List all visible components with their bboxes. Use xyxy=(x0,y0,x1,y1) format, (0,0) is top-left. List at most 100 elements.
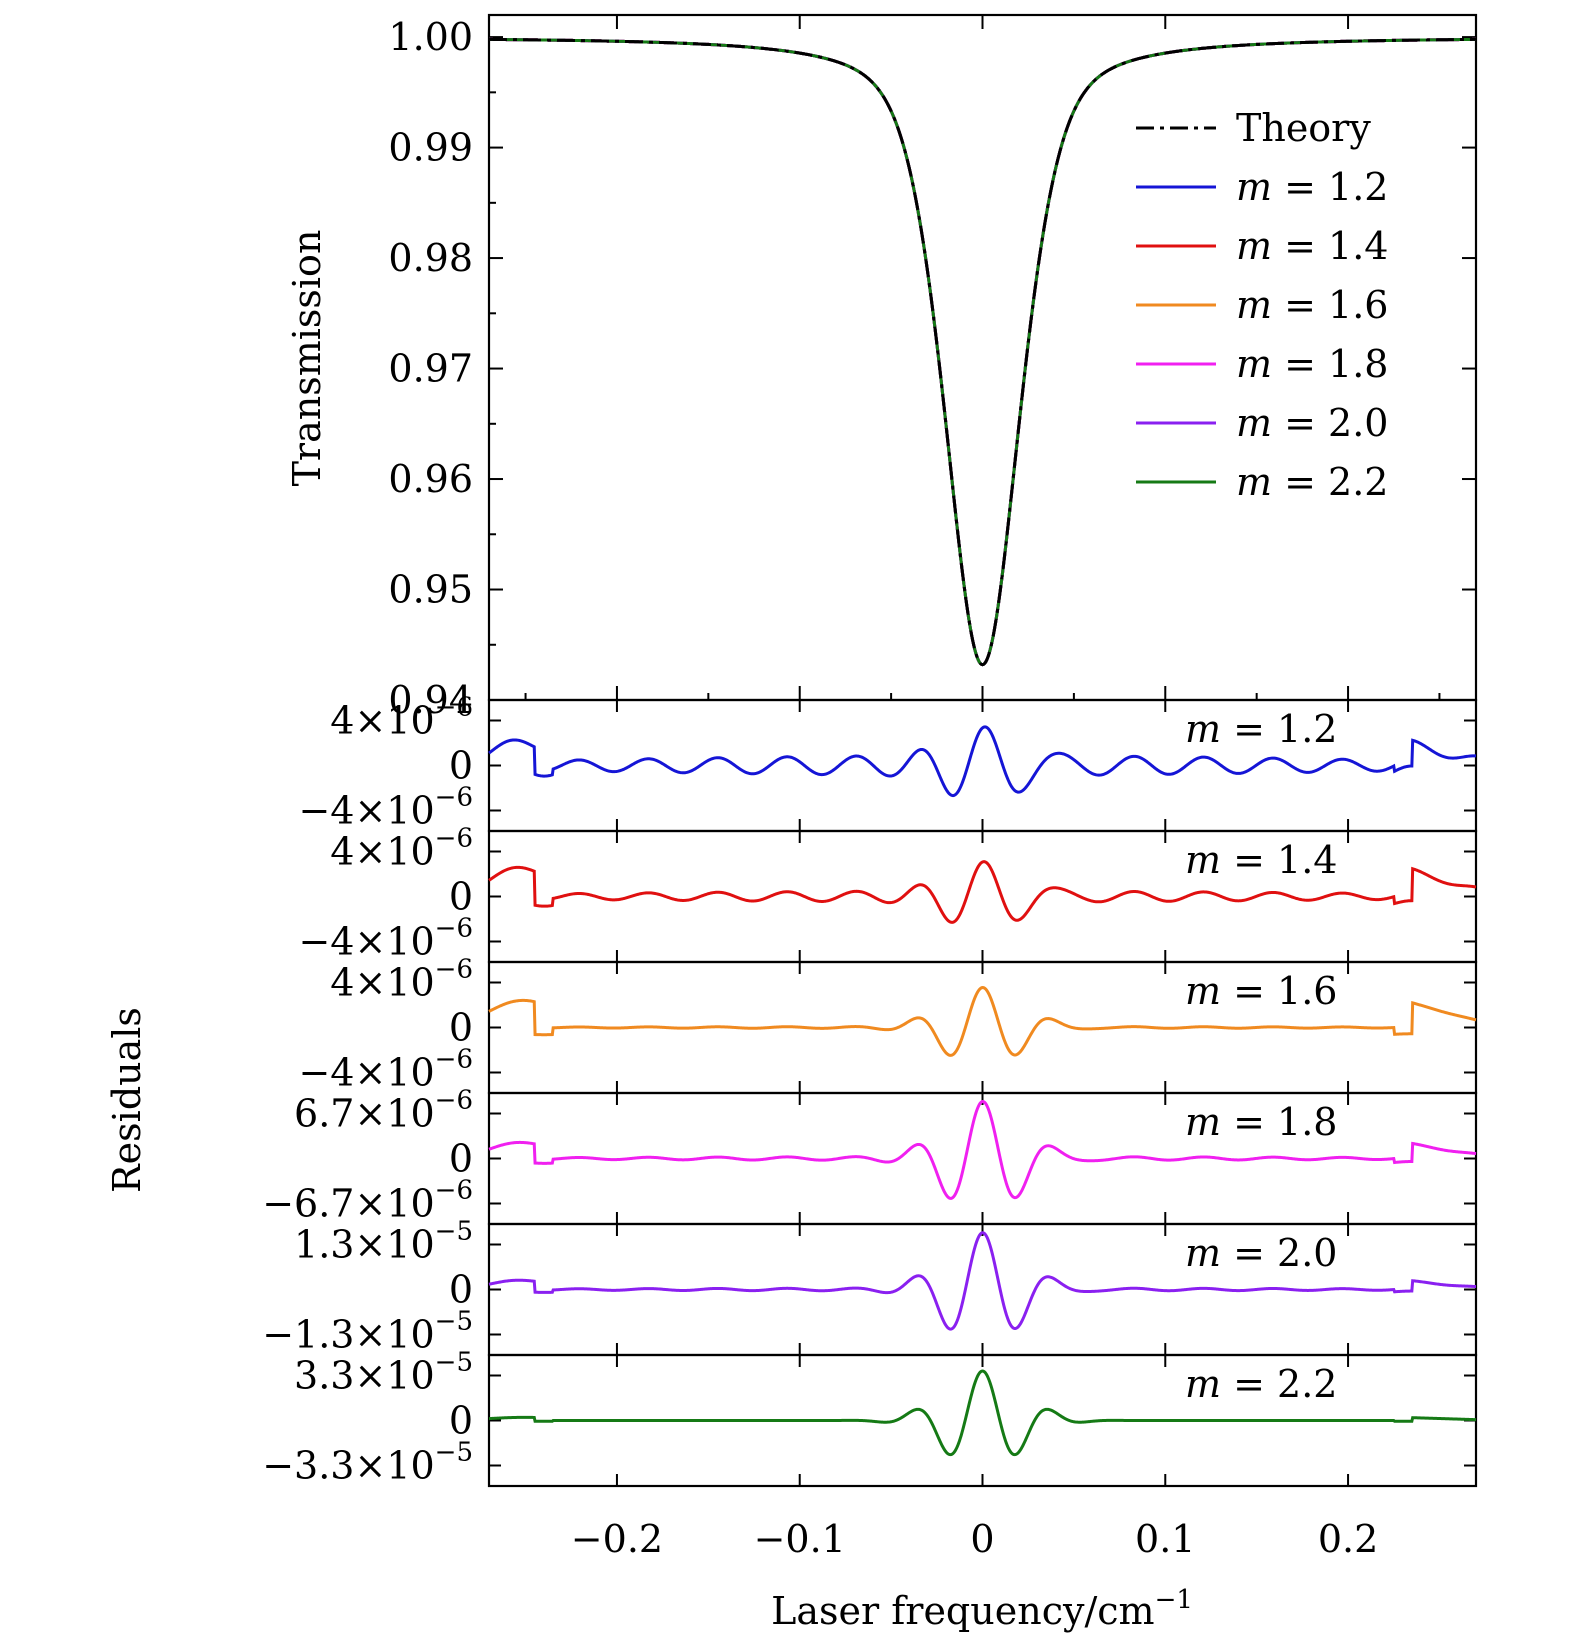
residual-y-tick-label: −6.7×10−6 xyxy=(262,1176,473,1226)
residual-y-tick-mantissa: 4×10 xyxy=(330,961,434,1005)
transmission-minor-ticks xyxy=(489,15,1441,700)
residual-y-tick-exponent: −6 xyxy=(435,824,473,854)
transmission-y-tick-label: 0.95 xyxy=(388,568,473,612)
residual-line xyxy=(488,1369,1477,1457)
residual-y-tick-mantissa: −4×10 xyxy=(298,1051,434,1095)
residual-panels: 4×10−60−4×10−6m = 1.24×10−60−4×10−6m = 1… xyxy=(262,693,1478,1488)
residual-y-tick-exponent: −6 xyxy=(435,914,473,944)
residual-panel-label: m = 1.4 xyxy=(1185,838,1337,882)
residual-y-tick-label: 0 xyxy=(449,1399,473,1443)
legend-entry-variable: m xyxy=(1236,460,1284,504)
x-tick-label: −0.2 xyxy=(571,1517,663,1561)
legend-entry-variable: m xyxy=(1236,342,1284,386)
residual-y-tick-label: 0 xyxy=(449,875,473,919)
residual-line xyxy=(488,1100,1477,1200)
residual-panel-value: = 1.6 xyxy=(1233,969,1337,1013)
residual-y-tick-label: −4×10−6 xyxy=(298,1045,473,1095)
residual-panel-label: m = 2.0 xyxy=(1185,1231,1337,1275)
transmission-y-ticks: 0.94 0.95 0.96 0.97 0.98 0.99 1.00 xyxy=(388,15,1476,722)
residual-panel-variable: m xyxy=(1185,1362,1233,1406)
residual-y-tick-exponent: −6 xyxy=(435,1086,473,1116)
residual-panel-label: m = 1.2 xyxy=(1185,707,1337,751)
residual-panel-variable: m xyxy=(1185,1100,1233,1144)
legend-entry-value: = 1.2 xyxy=(1284,165,1388,209)
legend-entry-value: = 1.4 xyxy=(1284,224,1388,268)
residual-panel-variable: m xyxy=(1185,838,1233,882)
residual-y-tick-exponent: −5 xyxy=(435,1307,473,1337)
legend-entry-label: m = 1.2 xyxy=(1236,165,1388,209)
residual-panel-16: 4×10−60−4×10−6m = 1.6 xyxy=(298,955,1478,1095)
residual-panel-18: 6.7×10−60−6.7×10−6m = 1.8 xyxy=(262,1086,1478,1226)
residual-y-tick-label: −4×10−6 xyxy=(298,914,473,964)
residual-y-tick-label: 0 xyxy=(449,1006,473,1050)
residual-y-tick-mantissa: 6.7×10 xyxy=(294,1092,435,1136)
residual-y-tick-mantissa: −3.3×10 xyxy=(262,1444,434,1488)
residual-panel-label: m = 1.6 xyxy=(1185,969,1337,1013)
residual-y-tick-label: 3.3×10−5 xyxy=(294,1348,473,1398)
transmission-y-tick-label: 0.96 xyxy=(388,457,473,501)
residual-panel-value: = 2.2 xyxy=(1233,1362,1337,1406)
residual-y-tick-exponent: −6 xyxy=(435,955,473,985)
residual-y-tick-mantissa: −1.3×10 xyxy=(262,1313,434,1357)
x-axis-title-superscript: −1 xyxy=(1155,1585,1193,1615)
x-axis-ticks: −0.2 −0.1 0 0.1 0.2 xyxy=(571,1517,1378,1561)
transmission-y-tick-label: 0.97 xyxy=(388,347,473,391)
legend-entry-variable: m xyxy=(1236,401,1284,445)
residual-line xyxy=(488,860,1477,924)
legend-entry-label: m = 1.4 xyxy=(1236,224,1388,268)
legend-entry-variable: m xyxy=(1236,224,1284,268)
residual-y-tick-label: 4×10−6 xyxy=(330,955,473,1005)
residual-panel-22: 3.3×10−50−3.3×10−5m = 2.2 xyxy=(262,1348,1478,1488)
residual-panel-label: m = 1.8 xyxy=(1185,1100,1337,1144)
residual-y-tick-label: 4×10−6 xyxy=(330,824,473,874)
residual-y-tick-exponent: −6 xyxy=(435,1176,473,1206)
residual-line xyxy=(488,725,1477,798)
legend-entry-label: m = 1.8 xyxy=(1236,342,1388,386)
transmission-y-tick-label: 0.94 xyxy=(388,678,473,722)
legend-entry-label: Theory xyxy=(1236,106,1371,150)
residual-y-tick-label: 0 xyxy=(449,744,473,788)
residual-panel-value: = 2.0 xyxy=(1233,1231,1337,1275)
residual-y-tick-label: 0 xyxy=(449,1137,473,1181)
transmission-y-axis-title: Transmission xyxy=(285,230,329,487)
legend-entry-value: = 1.8 xyxy=(1284,342,1388,386)
residual-y-tick-mantissa: −4×10 xyxy=(298,920,434,964)
residual-y-tick-mantissa: 0 xyxy=(449,744,473,788)
residual-y-tick-exponent: −6 xyxy=(435,783,473,813)
residual-y-tick-label: −3.3×10−5 xyxy=(262,1438,473,1488)
residual-panel-12: 4×10−60−4×10−6m = 1.2 xyxy=(298,693,1478,833)
residual-y-tick-mantissa: 0 xyxy=(449,875,473,919)
legend-entry-label: m = 2.0 xyxy=(1236,401,1388,445)
residual-panel-value: = 1.4 xyxy=(1233,838,1337,882)
transmission-y-tick-label: 1.00 xyxy=(388,15,473,59)
residual-y-tick-exponent: −6 xyxy=(435,693,473,723)
residual-y-tick-label: −4×10−6 xyxy=(298,783,473,833)
x-axis-title-text: Laser frequency/cm xyxy=(771,1589,1154,1633)
residual-y-tick-mantissa: −6.7×10 xyxy=(262,1182,434,1226)
residual-y-tick-label: 4×10−6 xyxy=(330,693,473,743)
residual-y-tick-mantissa: 0 xyxy=(449,1006,473,1050)
residual-y-tick-label: 6.7×10−6 xyxy=(294,1086,473,1136)
residual-line xyxy=(488,1231,1477,1331)
residual-y-tick-mantissa: 4×10 xyxy=(330,830,434,874)
x-tick-label: 0 xyxy=(970,1517,994,1561)
residual-panel-value: = 1.8 xyxy=(1233,1100,1337,1144)
residual-y-tick-mantissa: 0 xyxy=(449,1268,473,1312)
residual-panel-variable: m xyxy=(1185,1231,1233,1275)
legend-entry-variable: m xyxy=(1236,165,1284,209)
residual-y-tick-label: −1.3×10−5 xyxy=(262,1307,473,1357)
residual-y-tick-exponent: −5 xyxy=(435,1438,473,1468)
x-tick-label: −0.1 xyxy=(754,1517,846,1561)
transmission-panel: 0.94 0.95 0.96 0.97 0.98 0.99 1.00 Theory m = 1… xyxy=(285,13,1478,722)
residual-y-tick-mantissa: 0 xyxy=(449,1399,473,1443)
x-tick-label: 0.2 xyxy=(1318,1517,1378,1561)
residuals-y-axis-title: Residuals xyxy=(105,1007,149,1193)
legend-entry-value: = 2.0 xyxy=(1284,401,1388,445)
residual-y-tick-mantissa: −4×10 xyxy=(298,789,434,833)
transmission-y-tick-label: 0.98 xyxy=(388,236,473,280)
legend-entry-label: m = 1.6 xyxy=(1236,283,1388,327)
transmission-y-tick-label: 0.99 xyxy=(388,126,473,170)
residual-line xyxy=(488,986,1477,1057)
